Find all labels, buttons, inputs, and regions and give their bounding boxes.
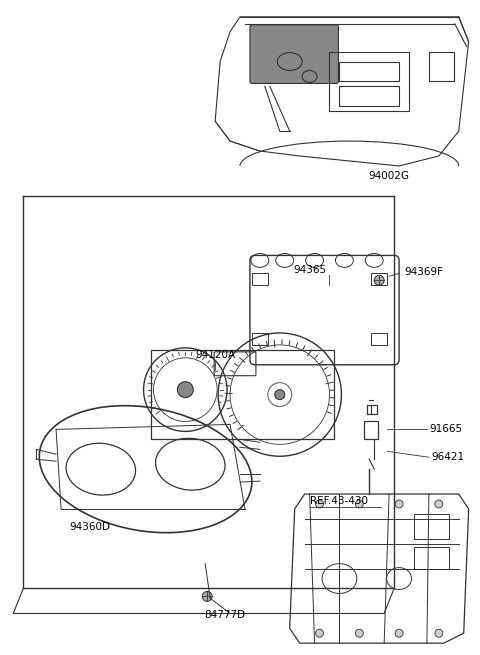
Bar [414, 547, 449, 569]
Bar [151, 350, 335, 440]
Circle shape [275, 390, 285, 400]
Circle shape [435, 629, 443, 637]
Circle shape [178, 382, 193, 398]
FancyBboxPatch shape [250, 25, 338, 83]
Text: 94369F: 94369F [404, 267, 443, 277]
Circle shape [355, 629, 363, 637]
Bar [252, 333, 268, 345]
Bar [339, 86, 399, 106]
Bar [367, 405, 377, 415]
Bar [429, 52, 454, 81]
Circle shape [315, 500, 324, 508]
Text: 94360D: 94360D [69, 522, 110, 532]
Text: 91665: 91665 [429, 424, 462, 434]
Circle shape [374, 275, 384, 285]
Circle shape [395, 500, 403, 508]
Text: 94120A: 94120A [195, 350, 235, 360]
Circle shape [315, 629, 324, 637]
Bar [371, 333, 387, 345]
Text: 94365: 94365 [293, 265, 326, 275]
Bar [252, 273, 268, 285]
Bar [329, 52, 409, 111]
Bar [371, 273, 387, 285]
Circle shape [435, 500, 443, 508]
Text: 94002G: 94002G [369, 171, 409, 181]
Circle shape [395, 629, 403, 637]
Text: REF.43-430: REF.43-430 [310, 496, 368, 506]
Bar [414, 514, 449, 539]
Circle shape [355, 500, 363, 508]
Bar [364, 421, 378, 440]
Bar [339, 62, 399, 81]
Text: 84777D: 84777D [204, 610, 246, 620]
Text: 96421: 96421 [431, 452, 464, 462]
Circle shape [202, 591, 212, 601]
